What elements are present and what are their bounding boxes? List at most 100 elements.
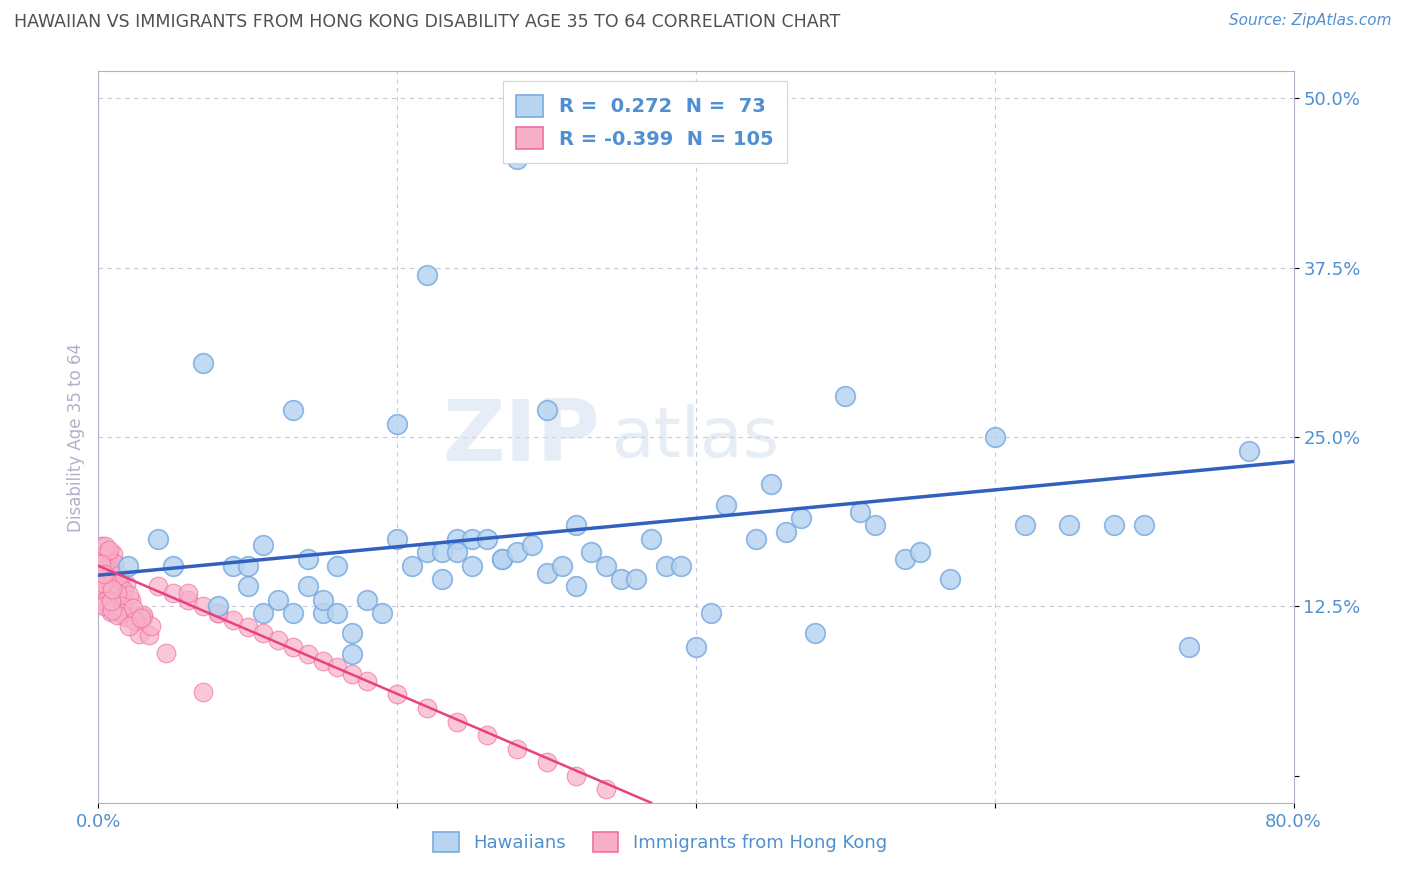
- Point: [90, 569, 112, 583]
- Point: [834, 389, 856, 403]
- Point: [98, 582, 121, 596]
- Point: [114, 610, 136, 624]
- Point: [565, 769, 588, 783]
- Point: [252, 538, 274, 552]
- Point: [148, 579, 170, 593]
- Point: [775, 524, 797, 539]
- Point: [297, 552, 319, 566]
- Point: [581, 545, 603, 559]
- Point: [122, 601, 145, 615]
- Point: [90, 550, 112, 565]
- Point: [281, 403, 304, 417]
- Point: [108, 568, 131, 582]
- Point: [93, 567, 115, 582]
- Point: [506, 741, 529, 756]
- Point: [700, 606, 723, 620]
- Point: [446, 532, 468, 546]
- Point: [446, 545, 468, 559]
- Point: [385, 532, 409, 546]
- Point: [97, 576, 120, 591]
- Point: [96, 561, 118, 575]
- Point: [342, 647, 364, 661]
- Point: [93, 599, 115, 614]
- Point: [236, 620, 259, 634]
- Point: [94, 573, 117, 587]
- Point: [148, 532, 170, 546]
- Point: [98, 589, 121, 603]
- Point: [90, 557, 112, 571]
- Point: [97, 568, 120, 582]
- Point: [267, 633, 290, 648]
- Point: [326, 606, 349, 620]
- Point: [430, 572, 453, 586]
- Point: [385, 417, 409, 431]
- Point: [94, 566, 117, 580]
- Point: [90, 551, 112, 566]
- Point: [356, 673, 378, 688]
- Point: [90, 583, 112, 598]
- Point: [565, 579, 588, 593]
- Point: [90, 564, 112, 578]
- Point: [132, 608, 155, 623]
- Point: [129, 611, 152, 625]
- Point: [416, 701, 439, 715]
- Point: [865, 518, 887, 533]
- Point: [90, 564, 112, 578]
- Point: [804, 626, 827, 640]
- Point: [105, 585, 128, 599]
- Point: [356, 592, 378, 607]
- Point: [90, 574, 112, 588]
- Point: [222, 613, 245, 627]
- Point: [94, 568, 117, 582]
- Point: [112, 594, 135, 608]
- Point: [1104, 518, 1126, 533]
- Point: [326, 660, 349, 674]
- Point: [655, 558, 678, 573]
- Point: [252, 626, 274, 640]
- Point: [536, 755, 558, 769]
- Point: [90, 577, 112, 591]
- Point: [297, 579, 319, 593]
- Point: [115, 577, 138, 591]
- Point: [342, 626, 364, 640]
- Point: [894, 552, 917, 566]
- Point: [141, 619, 163, 633]
- Point: [98, 543, 121, 558]
- Point: [118, 588, 141, 602]
- Point: [110, 571, 132, 585]
- Point: [90, 568, 112, 582]
- Point: [207, 606, 229, 620]
- Point: [745, 532, 768, 546]
- Point: [162, 558, 184, 573]
- Point: [96, 598, 118, 612]
- Point: [177, 586, 200, 600]
- Point: [103, 556, 125, 570]
- Text: atlas: atlas: [613, 403, 780, 471]
- Point: [252, 606, 274, 620]
- Point: [475, 728, 498, 742]
- Point: [1237, 443, 1260, 458]
- Point: [416, 545, 439, 559]
- Point: [371, 606, 394, 620]
- Point: [297, 647, 319, 661]
- Point: [191, 599, 214, 614]
- Point: [267, 592, 290, 607]
- Point: [311, 592, 333, 607]
- Point: [105, 586, 128, 600]
- Point: [97, 584, 120, 599]
- Text: Source: ZipAtlas.com: Source: ZipAtlas.com: [1229, 13, 1392, 29]
- Point: [191, 355, 214, 369]
- Point: [128, 627, 150, 641]
- Point: [849, 505, 872, 519]
- Point: [96, 544, 118, 558]
- Point: [111, 599, 134, 614]
- Point: [550, 558, 572, 573]
- Point: [1178, 640, 1201, 654]
- Point: [207, 606, 229, 620]
- Point: [236, 558, 259, 573]
- Point: [90, 549, 112, 564]
- Point: [110, 604, 132, 618]
- Point: [90, 562, 112, 576]
- Point: [94, 548, 117, 562]
- Legend: Hawaiians, Immigrants from Hong Kong: Hawaiians, Immigrants from Hong Kong: [426, 824, 894, 860]
